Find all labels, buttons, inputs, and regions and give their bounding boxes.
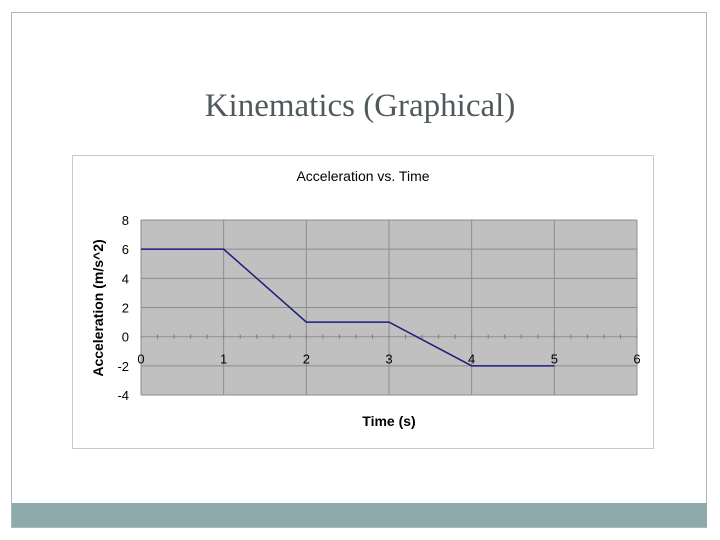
series-layer [141, 248, 555, 367]
y-tick-label: 4 [122, 271, 129, 286]
x-tick-label: 0 [137, 352, 144, 367]
slide-footer-bar [12, 503, 707, 527]
y-tick-label: 2 [122, 301, 129, 316]
x-tick-label: 1 [220, 352, 227, 367]
y-tick-label: 0 [122, 330, 129, 345]
x-tick-label: 2 [303, 352, 310, 367]
x-tick-label: 5 [551, 352, 558, 367]
y-tick-label: -2 [117, 359, 129, 374]
y-tick-label: -4 [117, 388, 129, 403]
y-tick-label: 6 [122, 242, 129, 257]
x-axis-label: Time (s) [362, 413, 415, 429]
acceleration-chart: Acceleration vs. Time 8 6 4 2 0 -2 -4 0 1 2 3 4 5 6 T… [90, 168, 641, 429]
x-tick-label: 6 [633, 352, 640, 367]
x-tick-label: 4 [468, 352, 475, 367]
y-tick-label: 8 [122, 213, 129, 228]
zero-axis [140, 334, 638, 339]
slide-frame [11, 12, 707, 528]
y-axis-label: Acceleration (m/s^2) [90, 239, 106, 376]
chart-title: Acceleration vs. Time [296, 168, 429, 184]
series-line [141, 248, 555, 367]
x-tick-label: 3 [385, 352, 392, 367]
chart-container: Acceleration vs. Time 8 6 4 2 0 -2 -4 0 1 2 3 4 5 6 T… [72, 155, 654, 449]
tick-labels: 8 6 4 2 0 -2 -4 0 1 2 3 4 5 6 [117, 213, 640, 403]
slide-title: Kinematics (Graphical) [204, 88, 516, 124]
